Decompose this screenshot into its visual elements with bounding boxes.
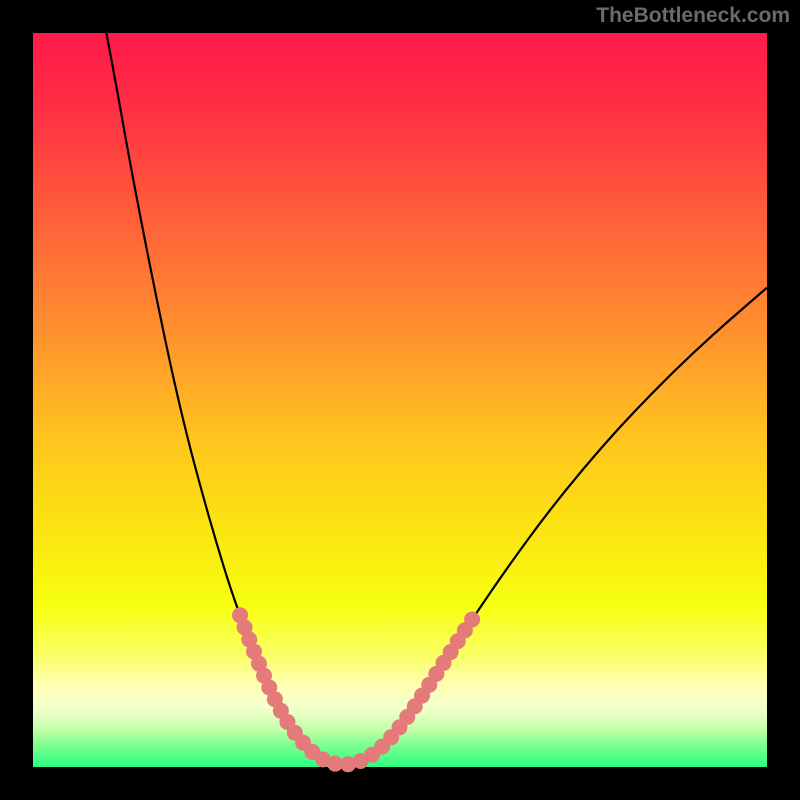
watermark-text: TheBottleneck.com xyxy=(596,4,790,28)
curve-marker xyxy=(464,612,480,628)
bottleneck-chart xyxy=(0,0,800,800)
chart-plot-area xyxy=(33,33,767,767)
